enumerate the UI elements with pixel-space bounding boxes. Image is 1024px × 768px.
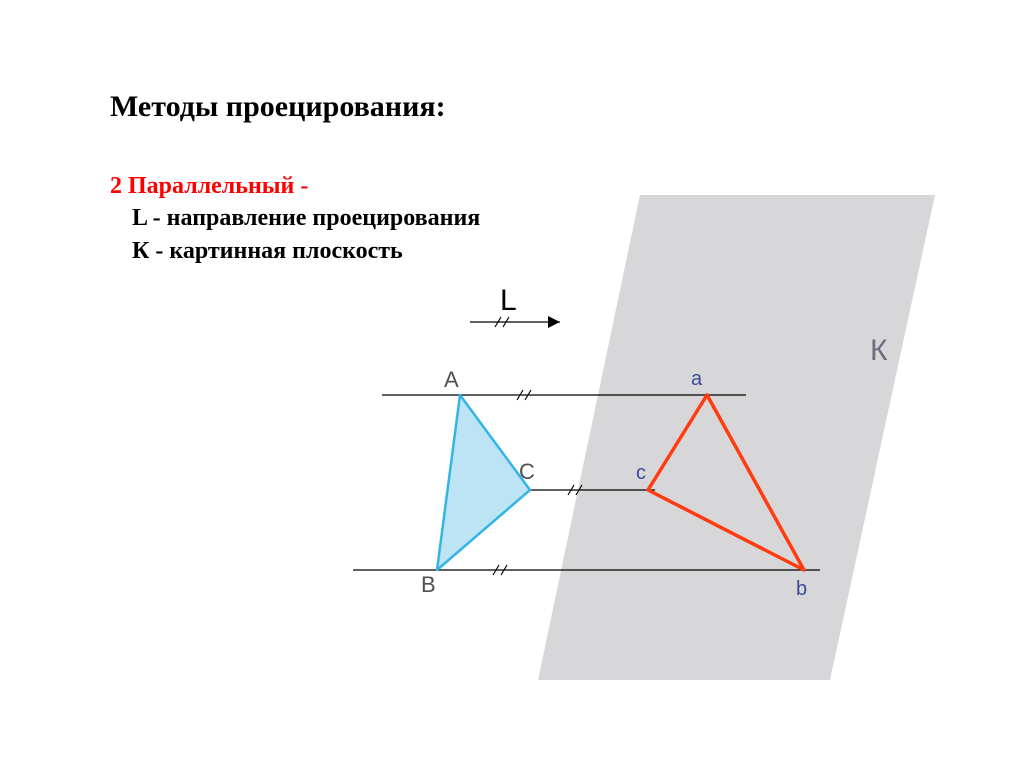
svg-text:B: B bbox=[421, 572, 436, 597]
svg-text:c: c bbox=[636, 462, 646, 484]
svg-text:L: L bbox=[500, 284, 517, 317]
svg-text:a: a bbox=[691, 368, 703, 390]
svg-text:b: b bbox=[796, 578, 807, 600]
slide: Методы проецирования: 2 Параллельный - L… bbox=[0, 0, 1024, 768]
svg-text:A: A bbox=[444, 367, 459, 392]
svg-text:К: К bbox=[870, 334, 888, 367]
projection-diagram: К L A B Ca b c bbox=[0, 0, 1024, 768]
svg-text:C: C bbox=[519, 459, 535, 484]
